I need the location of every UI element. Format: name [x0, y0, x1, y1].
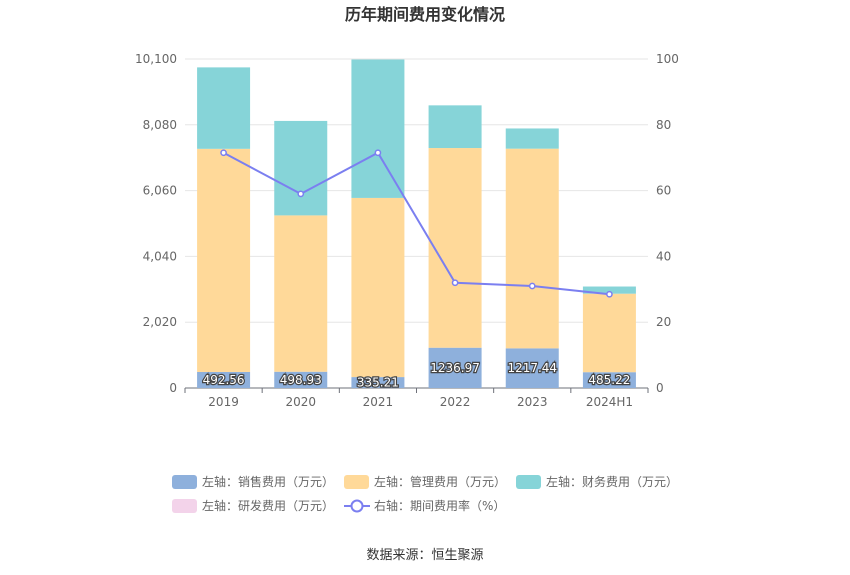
bar-segment [505, 148, 559, 349]
line-point [528, 282, 536, 290]
data-label: 1217.44 [507, 361, 557, 375]
chart-title: 历年期间费用变化情况 [345, 5, 505, 24]
data-label: 1236.97 [430, 361, 480, 375]
x-tick-label: 2024H1 [586, 395, 633, 409]
data-label: 492.56 [203, 373, 245, 387]
bar-segment [197, 371, 251, 388]
bar-segment [351, 59, 405, 198]
x-tick-label: 2020 [285, 395, 316, 409]
y-right-tick-label: 0 [656, 381, 664, 395]
line-point [606, 290, 613, 298]
legend-swatch [172, 475, 197, 489]
grid [185, 58, 648, 323]
bar-segment [274, 371, 328, 388]
bar-segment [351, 197, 405, 378]
bar-segment [428, 105, 482, 149]
legend-item[interactable]: 右轴：期间费用率（%） [344, 498, 505, 513]
legend-swatch [344, 475, 369, 489]
y-left-tick-label: 2,020 [143, 315, 177, 329]
bar-segment [351, 377, 405, 388]
bar-segment [582, 372, 636, 388]
legend-label: 左轴：研发费用（万元） [202, 498, 334, 513]
legend-label: 左轴：销售费用（万元） [202, 474, 334, 489]
line-point [451, 279, 459, 287]
bar-segment [197, 67, 251, 149]
line-point [297, 190, 305, 198]
legend-label: 右轴：期间费用率（%） [374, 498, 505, 513]
y-right-tick-label: 40 [656, 249, 671, 263]
bar-segment [505, 348, 559, 388]
axes: 0 0 2,020 20 4,040 40 6,060 60 8,080 80 10,100 100 2… [135, 52, 679, 409]
line-path [223, 151, 610, 296]
legend-item[interactable]: 左轴：研发费用（万元） [172, 498, 334, 513]
legend-item[interactable]: 左轴：财务费用（万元） [516, 474, 678, 489]
y-right-tick-label: 20 [656, 315, 671, 329]
y-right-tick-label: 100 [656, 52, 679, 66]
data-source: 数据来源：恒生聚源 [366, 548, 483, 563]
legend-label: 左轴：财务费用（万元） [546, 474, 678, 489]
bar-segment [428, 148, 482, 348]
data-label: 335.21 [357, 376, 399, 390]
legend-item[interactable]: 左轴：管理费用（万元） [344, 474, 506, 489]
y-left-tick-label: 8,080 [143, 118, 177, 132]
y-left-tick-label: 10,100 [135, 52, 177, 66]
bar-segment [428, 347, 482, 388]
legend[interactable]: 左轴：销售费用（万元） 左轴：管理费用（万元） 左轴：财务费用（万元） 左轴：研发费用… [172, 474, 678, 513]
y-right-tick-label: 60 [656, 184, 671, 198]
legend-item[interactable]: 左轴：销售费用（万元） [172, 474, 334, 489]
line-point [374, 149, 382, 157]
x-tick-label: 2023 [517, 395, 548, 409]
bar-segment [274, 215, 328, 372]
bar-segment [582, 293, 636, 373]
bars [197, 59, 636, 388]
x-tick-label: 2021 [363, 395, 394, 409]
legend-swatch [172, 499, 197, 513]
legend-label: 左轴：管理费用（万元） [374, 474, 506, 489]
y-left-tick-label: 6,060 [143, 184, 177, 198]
bar-labels: 492.56 498.93 335.21 1236.97 1217.44 485.22 [201, 360, 631, 391]
y-right-tick-label: 80 [656, 118, 671, 132]
data-label: 498.93 [280, 373, 322, 387]
data-label: 485.22 [588, 373, 630, 387]
x-tick-label: 2022 [440, 395, 471, 409]
legend-swatch [516, 475, 541, 489]
bar-segment [274, 120, 328, 216]
y-left-tick-label: 4,040 [143, 249, 177, 263]
y-left-tick-label: 0 [169, 381, 177, 395]
line-point [220, 149, 227, 157]
bar-segment [197, 148, 251, 372]
x-tick-label: 2019 [208, 395, 239, 409]
bar-segment [582, 286, 636, 294]
legend-line-marker [350, 499, 364, 513]
line-series [220, 149, 613, 298]
bar-segment [505, 128, 559, 149]
